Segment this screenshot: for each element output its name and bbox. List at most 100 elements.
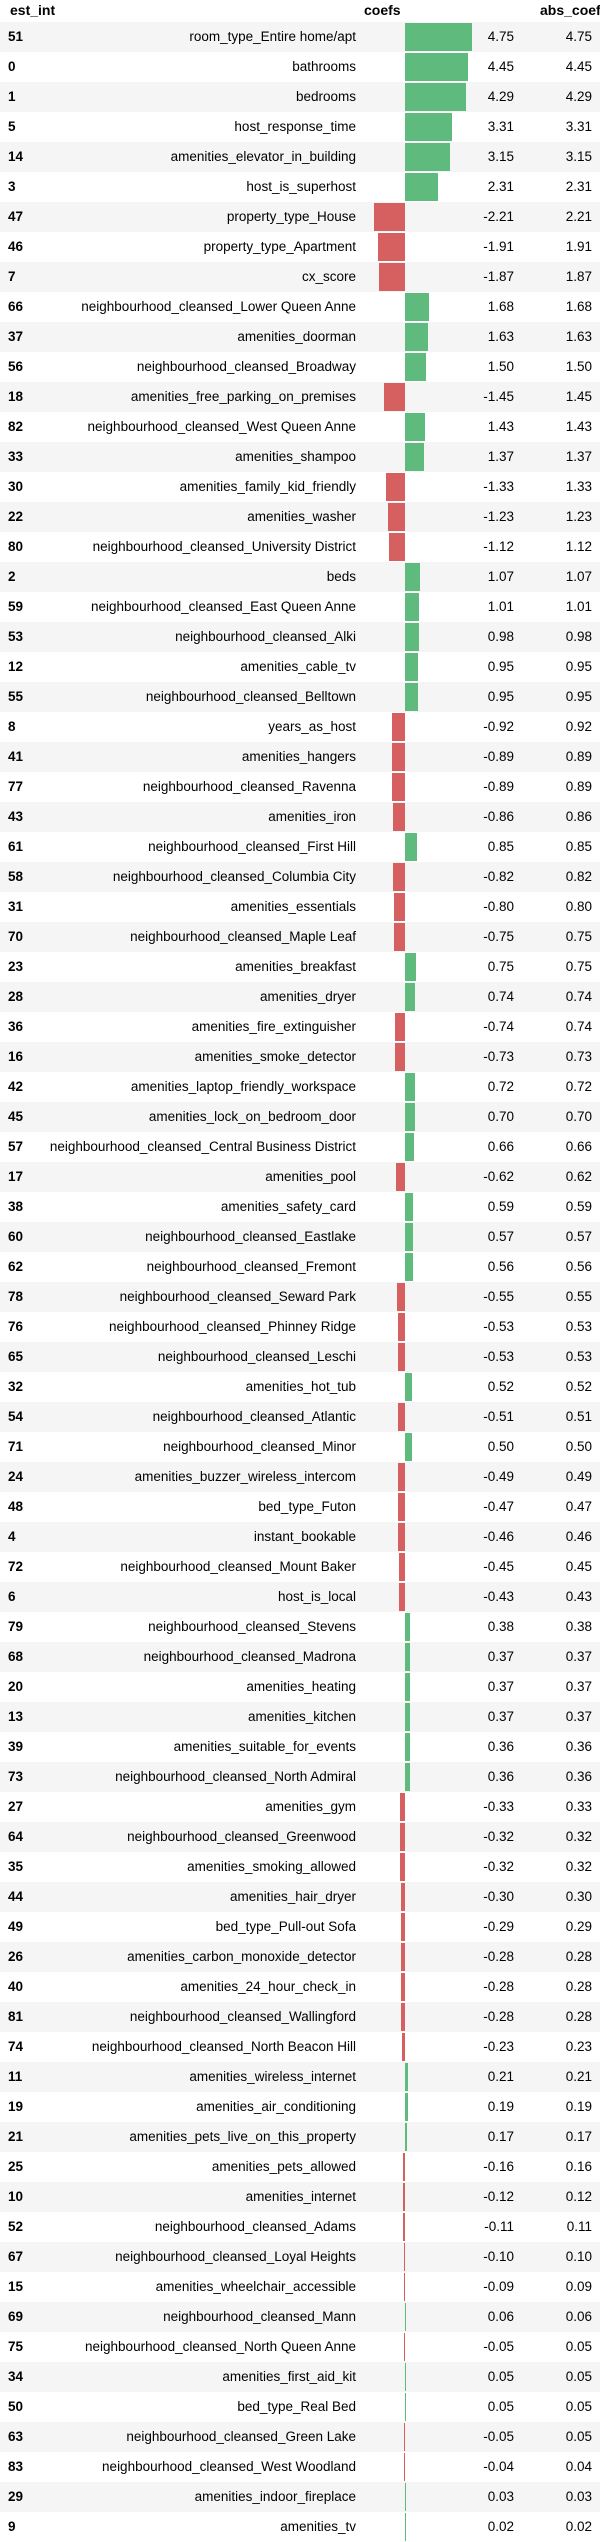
feature-name: amenities_internet (246, 2189, 356, 2204)
row-index: 81 (8, 2009, 23, 2024)
coef-value: -1.45 (483, 389, 514, 404)
feature-name: bed_type_Futon (258, 1499, 356, 1514)
feature-name: neighbourhood_cleansed_Fremont (147, 1259, 356, 1274)
coef-value: -0.05 (483, 2339, 514, 2354)
abs-coef-value: 1.87 (566, 269, 592, 284)
abs-coef-value: 1.63 (566, 329, 592, 344)
abs-coef-value: 0.52 (566, 1379, 592, 1394)
row-index: 69 (8, 2309, 23, 2324)
abs-coef-value: 0.56 (566, 1259, 592, 1274)
coef-value: -0.53 (483, 1349, 514, 1364)
abs-coef-value: 4.75 (566, 29, 592, 44)
feature-name: amenities_heating (246, 1679, 356, 1694)
abs-coef-value: 0.05 (566, 2369, 592, 2384)
row-index: 68 (8, 1649, 23, 1664)
row-index: 11 (8, 2069, 22, 2084)
abs-coef-value: 0.73 (566, 1049, 592, 1064)
coef-bar (405, 443, 424, 471)
coef-bar (378, 233, 405, 261)
coef-bar (405, 1703, 410, 1731)
row-index: 45 (8, 1109, 23, 1124)
abs-coef-value: 0.66 (566, 1139, 592, 1154)
coef-bar (393, 863, 405, 891)
row-index: 19 (8, 2099, 23, 2114)
abs-coef-value: 0.86 (566, 809, 592, 824)
feature-name: neighbourhood_cleansed_First Hill (148, 839, 356, 854)
coef-value: 0.95 (488, 659, 514, 674)
row-index: 76 (8, 1319, 23, 1334)
abs-coef-value: 0.16 (566, 2159, 592, 2174)
abs-coef-value: 0.46 (566, 1529, 592, 1544)
coef-value: 1.63 (488, 329, 514, 344)
coef-bar (392, 713, 405, 741)
row-index: 25 (8, 2159, 23, 2174)
row-index: 16 (8, 1049, 23, 1064)
abs-coef-value: 0.05 (566, 2399, 592, 2414)
coef-bar (398, 1463, 405, 1491)
coef-value: 0.85 (488, 839, 514, 854)
abs-coef-value: 0.37 (566, 1649, 592, 1664)
coef-bar (405, 623, 419, 651)
abs-coef-value: 0.36 (566, 1739, 592, 1754)
coef-bar (384, 383, 405, 411)
coef-value: 1.37 (488, 449, 514, 464)
abs-coef-value: 0.75 (566, 929, 592, 944)
row-index: 53 (8, 629, 23, 644)
abs-coef-value: 0.98 (566, 629, 592, 644)
row-index: 2 (8, 569, 16, 584)
coef-value: 0.05 (488, 2369, 514, 2384)
coef-bar (386, 473, 405, 501)
coef-value: -0.32 (483, 1829, 514, 1844)
row-index: 37 (8, 329, 23, 344)
coef-bar (405, 1433, 412, 1461)
row-index: 15 (8, 2279, 23, 2294)
abs-coef-value: 0.95 (566, 659, 592, 674)
feature-name: amenities_suitable_for_events (174, 1739, 356, 1754)
coef-value: 3.15 (488, 149, 514, 164)
feature-name: property_type_House (227, 209, 356, 224)
feature-name: amenities_pool (265, 1169, 356, 1184)
feature-name: neighbourhood_cleansed_Lower Queen Anne (81, 299, 356, 314)
row-index: 9 (8, 2519, 16, 2534)
abs-coef-value: 2.31 (566, 179, 592, 194)
coef-value: -0.89 (483, 779, 514, 794)
coef-value: 4.45 (488, 59, 514, 74)
coef-bar (405, 293, 429, 321)
coef-bar (401, 1913, 405, 1941)
row-index: 6 (8, 1589, 16, 1604)
coef-bar (405, 2123, 407, 2151)
coef-bar (404, 2273, 405, 2301)
coef-bar (405, 1103, 415, 1131)
feature-name: amenities_carbon_monoxide_detector (127, 1949, 356, 1964)
coef-value: -0.46 (483, 1529, 514, 1544)
row-index: 63 (8, 2429, 23, 2444)
row-index: 48 (8, 1499, 23, 1514)
coef-value: 0.75 (488, 959, 514, 974)
feature-name: neighbourhood_cleansed_West Queen Anne (88, 419, 356, 434)
feature-name: amenities_first_aid_kit (222, 2369, 356, 2384)
row-index: 18 (8, 389, 23, 404)
row-index: 52 (8, 2219, 23, 2234)
abs-coef-value: 1.37 (566, 449, 592, 464)
abs-coef-value: 1.33 (566, 479, 592, 494)
coef-value: -0.29 (483, 1919, 514, 1934)
coef-bar (405, 323, 428, 351)
row-index: 3 (8, 179, 16, 194)
